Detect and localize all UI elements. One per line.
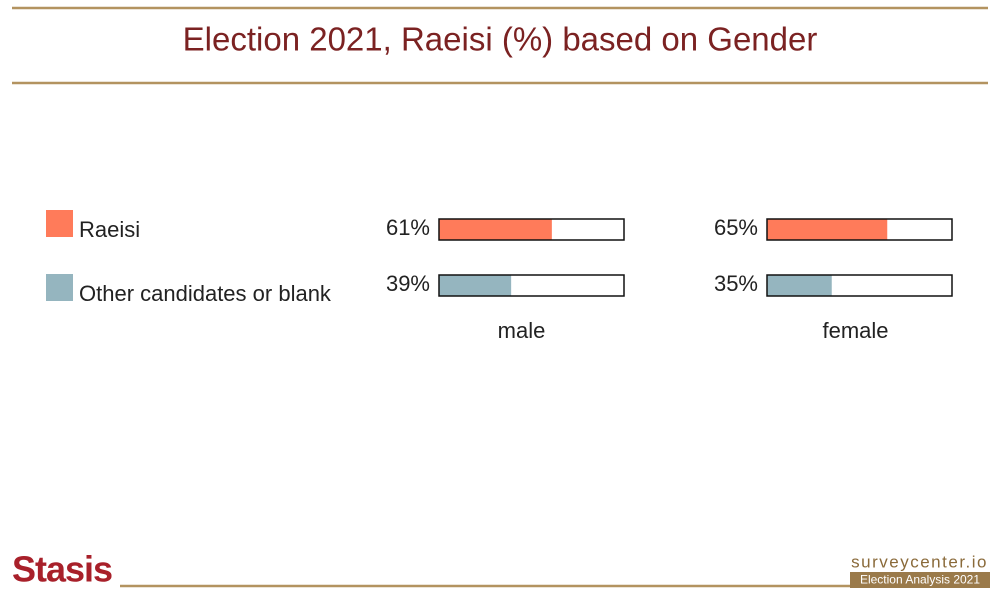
- value-label: 35%: [714, 271, 758, 296]
- tagline: Election Analysis 2021: [860, 573, 980, 587]
- bar-frame: [438, 218, 625, 241]
- bar: [767, 275, 832, 296]
- bar: [767, 219, 888, 240]
- value-label: 39%: [386, 271, 430, 296]
- legend-label: Raeisi: [79, 217, 140, 242]
- category-label: female: [822, 318, 888, 343]
- bar-frame: [766, 218, 953, 241]
- tagline-box: [850, 572, 990, 588]
- value-label: 65%: [714, 215, 758, 240]
- legend-swatch: [46, 274, 73, 301]
- bar: [439, 275, 512, 296]
- chart-title: Election 2021, Raeisi (%) based on Gende…: [183, 21, 818, 58]
- bar: [439, 219, 552, 240]
- bar-frame: [766, 274, 953, 297]
- logo: Stasis: [12, 549, 112, 590]
- legend-swatch: [46, 210, 73, 237]
- category-label: male: [498, 318, 546, 343]
- value-label: 61%: [386, 215, 430, 240]
- bar-frame: [438, 274, 625, 297]
- site: surveycenter.io: [851, 552, 988, 571]
- legend-label: Other candidates or blank: [79, 281, 332, 306]
